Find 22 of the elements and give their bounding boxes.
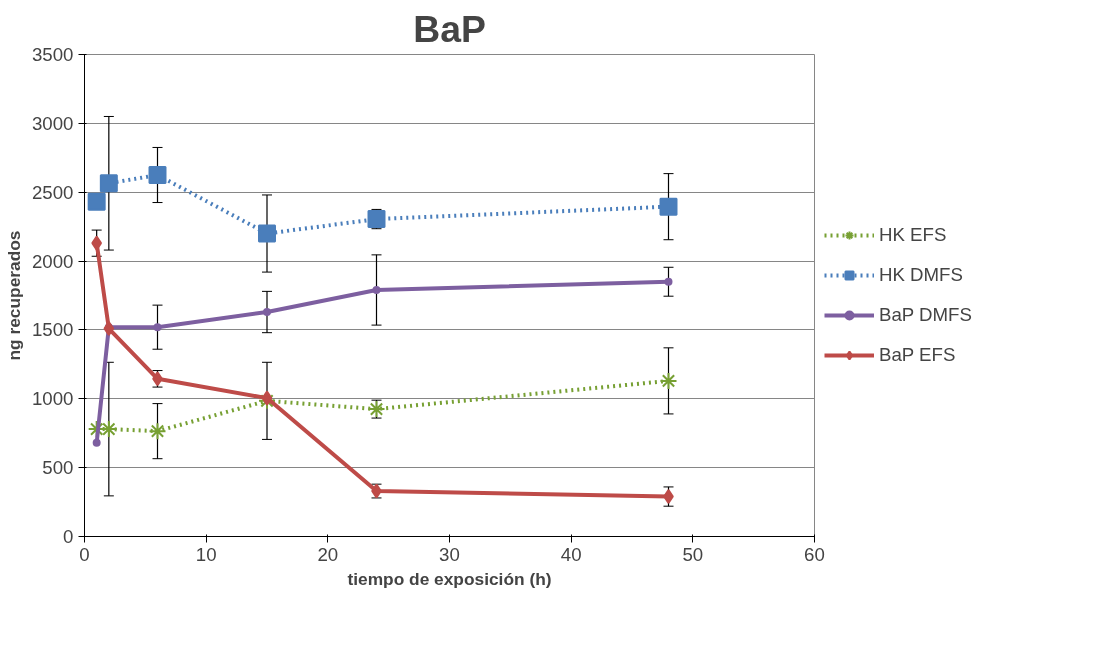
x-tick-label: 20 — [317, 543, 339, 565]
y-tick-label: 0 — [63, 526, 74, 547]
y-tick-label: 500 — [42, 457, 74, 479]
x-tick-label: 0 — [79, 543, 90, 565]
legend-label: BaP DMFS — [879, 304, 972, 326]
x-tick-label: 40 — [560, 543, 582, 565]
legend-label: BaP EFS — [879, 344, 956, 366]
y-axis-title: ng recuperados — [4, 230, 24, 361]
x-axis-title: tiempo de exposición (h) — [347, 568, 552, 589]
y-tick-label: 2500 — [32, 181, 74, 203]
y-tick-label: 1000 — [32, 388, 74, 410]
legend-label: HK DMFS — [879, 264, 963, 286]
chart-title: BaP — [413, 7, 486, 50]
x-tick-label: 50 — [682, 543, 704, 565]
y-tick-label: 3500 — [32, 44, 74, 65]
x-tick-label: 10 — [195, 543, 217, 565]
legend-label: HK EFS — [879, 224, 947, 246]
y-tick-label: 3000 — [32, 112, 74, 134]
y-tick-label: 2000 — [32, 250, 74, 272]
y-tick-label: 1500 — [32, 319, 74, 341]
x-tick-label: 60 — [804, 543, 825, 565]
x-tick-label: 30 — [439, 543, 460, 565]
